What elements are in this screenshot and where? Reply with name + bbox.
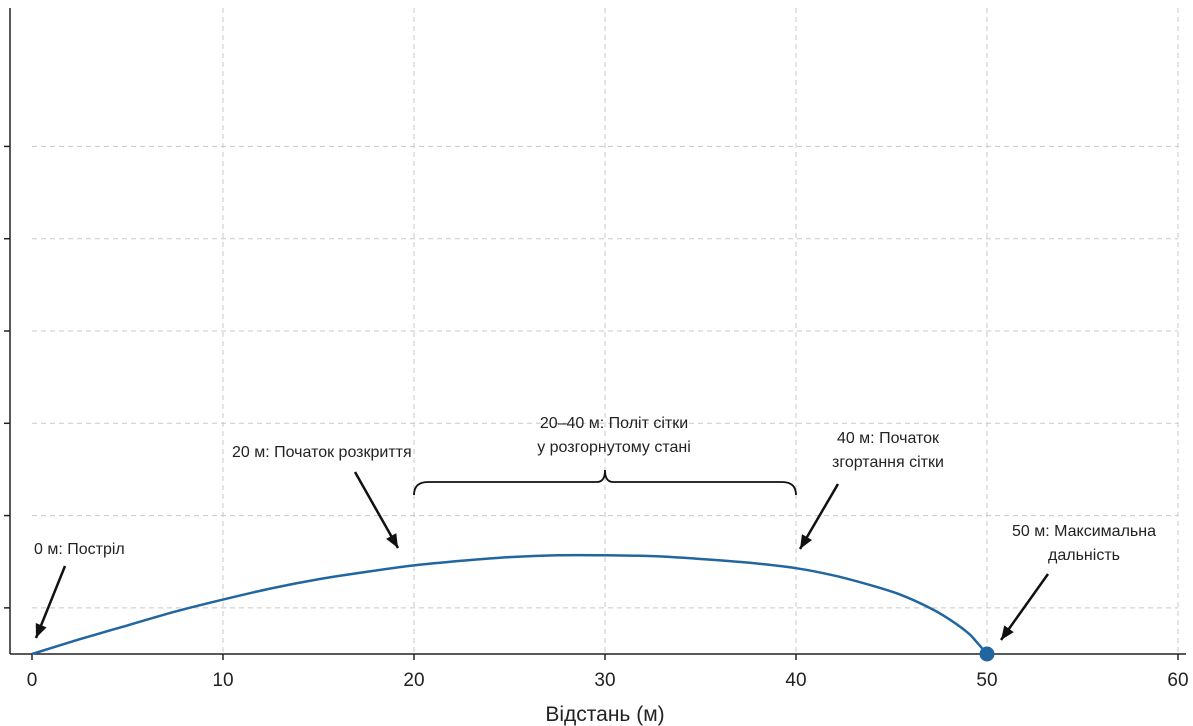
annotation-label: 20 м: Початок розкриття: [232, 444, 412, 461]
arrow-head: [1001, 625, 1014, 640]
arrow-head: [35, 623, 47, 638]
arrow-head: [800, 534, 813, 549]
arrow-head: [386, 533, 398, 548]
x-tick-label: 60: [1167, 670, 1188, 691]
x-tick-label: 30: [594, 670, 615, 691]
x-tick-label: 50: [976, 670, 997, 691]
annotation-label: 50 м: Максимальна дальність: [1012, 523, 1156, 564]
annotation-label: 20–40 м: Політ сітки у розгорнутому стані: [537, 415, 691, 456]
max-range-marker: [979, 646, 995, 662]
x-tick-label: 0: [27, 670, 38, 691]
series: [31, 553, 995, 662]
axes: 0 10 20 30 40 50 60: [4, 8, 1189, 691]
annotation-label: 40 м: Початок згортання сітки: [832, 430, 944, 471]
annotations: 0 м: Постріл 20 м: Початок розкриття 20–40…: [34, 415, 1156, 641]
annotation-arrow: [353, 471, 400, 549]
x-tick-label: 20: [403, 670, 424, 691]
x-tick-label: 10: [212, 670, 233, 691]
range-brace: [413, 469, 797, 496]
annotation-label: 0 м: Постріл: [34, 541, 125, 558]
trajectory-line: [31, 553, 988, 656]
grid: [32, 8, 1179, 654]
x-tick-label: 40: [785, 670, 806, 691]
x-axis-label: Відстань (м): [545, 703, 664, 726]
